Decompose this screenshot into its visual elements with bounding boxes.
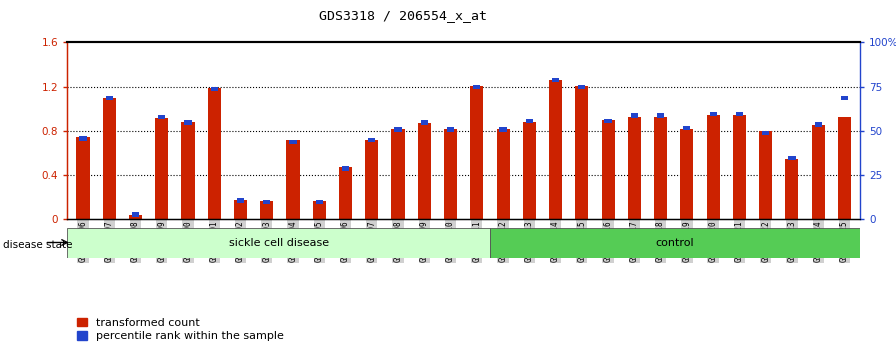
Bar <box>394 127 401 132</box>
Bar <box>103 98 116 219</box>
Bar <box>549 80 562 219</box>
Bar <box>185 120 192 125</box>
Bar <box>80 136 87 141</box>
Bar <box>680 129 694 219</box>
Bar <box>840 96 848 100</box>
Bar <box>313 201 326 219</box>
Legend: transformed count, percentile rank within the sample: transformed count, percentile rank withi… <box>77 318 284 341</box>
Bar <box>522 122 536 219</box>
Bar <box>470 86 483 219</box>
Bar <box>605 119 612 123</box>
Bar <box>181 122 194 219</box>
Bar <box>838 116 851 219</box>
Bar <box>473 85 480 89</box>
Bar <box>155 118 168 219</box>
Bar <box>237 198 244 202</box>
Bar <box>578 85 585 89</box>
Bar <box>812 125 824 219</box>
Bar <box>287 140 299 219</box>
Bar <box>814 122 822 127</box>
Bar <box>444 129 457 219</box>
Bar <box>289 140 297 144</box>
Bar <box>76 137 90 219</box>
Text: control: control <box>656 238 694 249</box>
Bar <box>526 119 533 123</box>
Bar <box>788 156 796 160</box>
Bar <box>631 113 638 118</box>
Bar <box>208 88 220 219</box>
Bar <box>736 112 743 116</box>
Bar <box>368 138 375 143</box>
Bar <box>552 78 559 82</box>
Text: disease state: disease state <box>3 240 73 250</box>
Bar <box>158 115 166 120</box>
Bar <box>657 113 664 118</box>
Bar <box>392 129 405 219</box>
Bar <box>132 212 139 217</box>
Bar <box>447 127 454 132</box>
Bar <box>759 131 772 219</box>
Bar <box>628 116 641 219</box>
Bar <box>260 201 273 219</box>
Bar <box>234 200 247 219</box>
Bar <box>421 120 428 125</box>
Bar <box>575 86 589 219</box>
Bar <box>339 167 352 219</box>
Bar <box>733 115 746 219</box>
Bar <box>707 115 719 219</box>
Bar <box>211 87 218 91</box>
Bar <box>499 127 506 132</box>
Text: sickle cell disease: sickle cell disease <box>228 238 329 249</box>
Bar <box>315 200 323 205</box>
Bar <box>785 159 798 219</box>
Bar <box>418 123 431 219</box>
Bar <box>129 215 142 219</box>
Bar <box>684 126 691 130</box>
Bar <box>762 131 770 135</box>
Bar <box>496 129 510 219</box>
Bar <box>710 112 717 116</box>
Bar <box>67 228 490 258</box>
Bar <box>490 228 860 258</box>
Text: GDS3318 / 206554_x_at: GDS3318 / 206554_x_at <box>319 9 487 22</box>
Bar <box>654 116 668 219</box>
Bar <box>601 120 615 219</box>
Bar <box>342 166 349 171</box>
Bar <box>263 200 271 205</box>
Bar <box>106 96 113 100</box>
Bar <box>366 140 378 219</box>
